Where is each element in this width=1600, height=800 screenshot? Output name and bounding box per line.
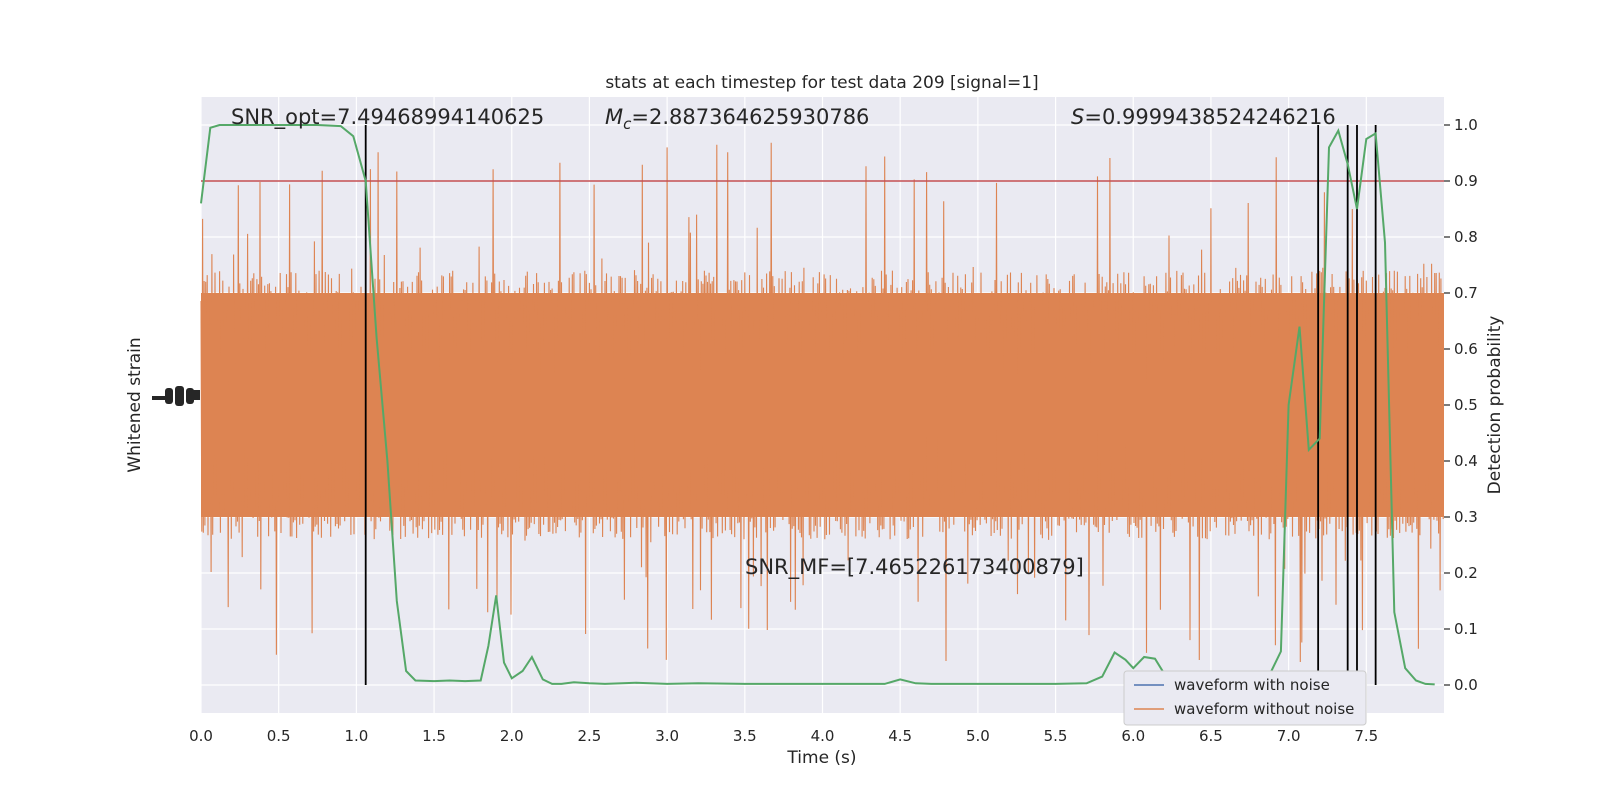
x-tick-label-2: 1.0 [344, 727, 368, 745]
y-tick-label-6: 0.6 [1454, 340, 1478, 358]
x-axis-label: Time (s) [786, 748, 856, 768]
y-tick-label-10: 1.0 [1454, 116, 1478, 134]
x-tick-label-10: 5.0 [966, 727, 990, 745]
y-tick-label-2: 0.2 [1454, 564, 1478, 582]
legend-label-with-noise: waveform with noise [1174, 676, 1330, 694]
x-tick-label-0: 0.0 [189, 727, 213, 745]
chart-title: stats at each timestep for test data 209… [605, 73, 1038, 93]
y-tick-label-7: 0.7 [1454, 284, 1478, 302]
x-tick-label-14: 7.0 [1277, 727, 1301, 745]
overlay [200, 124, 1444, 686]
x-tick-label-6: 3.0 [655, 727, 679, 745]
strain-series-without-noise [200, 142, 1444, 663]
x-tick-label-3: 1.5 [422, 727, 446, 745]
x-tick-label-1: 0.5 [267, 727, 291, 745]
x-tick-label-5: 2.5 [578, 727, 602, 745]
x-axis-ticks: 0.0 0.5 1.0 1.5 2.0 2.5 3.0 3.5 4.0 4.5 5.0 5.5 6.0 6… [189, 727, 1378, 745]
x-tick-label-15: 7.5 [1354, 727, 1378, 745]
y-tick-label-1: 0.1 [1454, 620, 1478, 638]
strain-line [200, 142, 1444, 663]
legend-label-without-noise: waveform without noise [1174, 700, 1354, 718]
y-axis-label-left: Whitened strain [125, 337, 145, 472]
y-tick-label-4: 0.4 [1454, 452, 1478, 470]
y-axis-ticks-right: 0.0 0.1 0.2 0.3 0.4 0.5 0.6 0.7 0.8 0.9 1.0 [1444, 116, 1478, 694]
y-tick-label-8: 0.8 [1454, 228, 1478, 246]
left-tick-blob [152, 386, 200, 406]
legend: waveform with noise waveform without noi… [1123, 670, 1367, 726]
x-tick-label-12: 6.0 [1121, 727, 1145, 745]
x-tick-label-8: 4.0 [811, 727, 835, 745]
x-tick-label-11: 5.5 [1044, 727, 1068, 745]
legend-box [1123, 670, 1367, 726]
snr-mf-annotation: SNR_MF=[7.465226173400879] [745, 555, 1084, 580]
x-tick-label-4: 2.0 [500, 727, 524, 745]
y-axis-label-right: Detection probability [1485, 316, 1505, 495]
y-tick-label-9: 0.9 [1454, 172, 1478, 190]
x-tick-label-13: 6.5 [1199, 727, 1223, 745]
y-tick-label-0: 0.0 [1454, 676, 1478, 694]
snr-opt-annotation: SNR_opt=7.49468994140625 [231, 105, 544, 130]
x-tick-label-7: 3.5 [733, 727, 757, 745]
y-tick-label-5: 0.5 [1454, 396, 1478, 414]
x-tick-label-9: 4.5 [888, 727, 912, 745]
s-annotation: S=0.9999438524246216 [1071, 105, 1336, 129]
chirp-mass-annotation: Mc=2.887364625930786 [605, 105, 869, 133]
detection-probability-line [200, 124, 1435, 686]
y-tick-label-3: 0.3 [1454, 508, 1478, 526]
